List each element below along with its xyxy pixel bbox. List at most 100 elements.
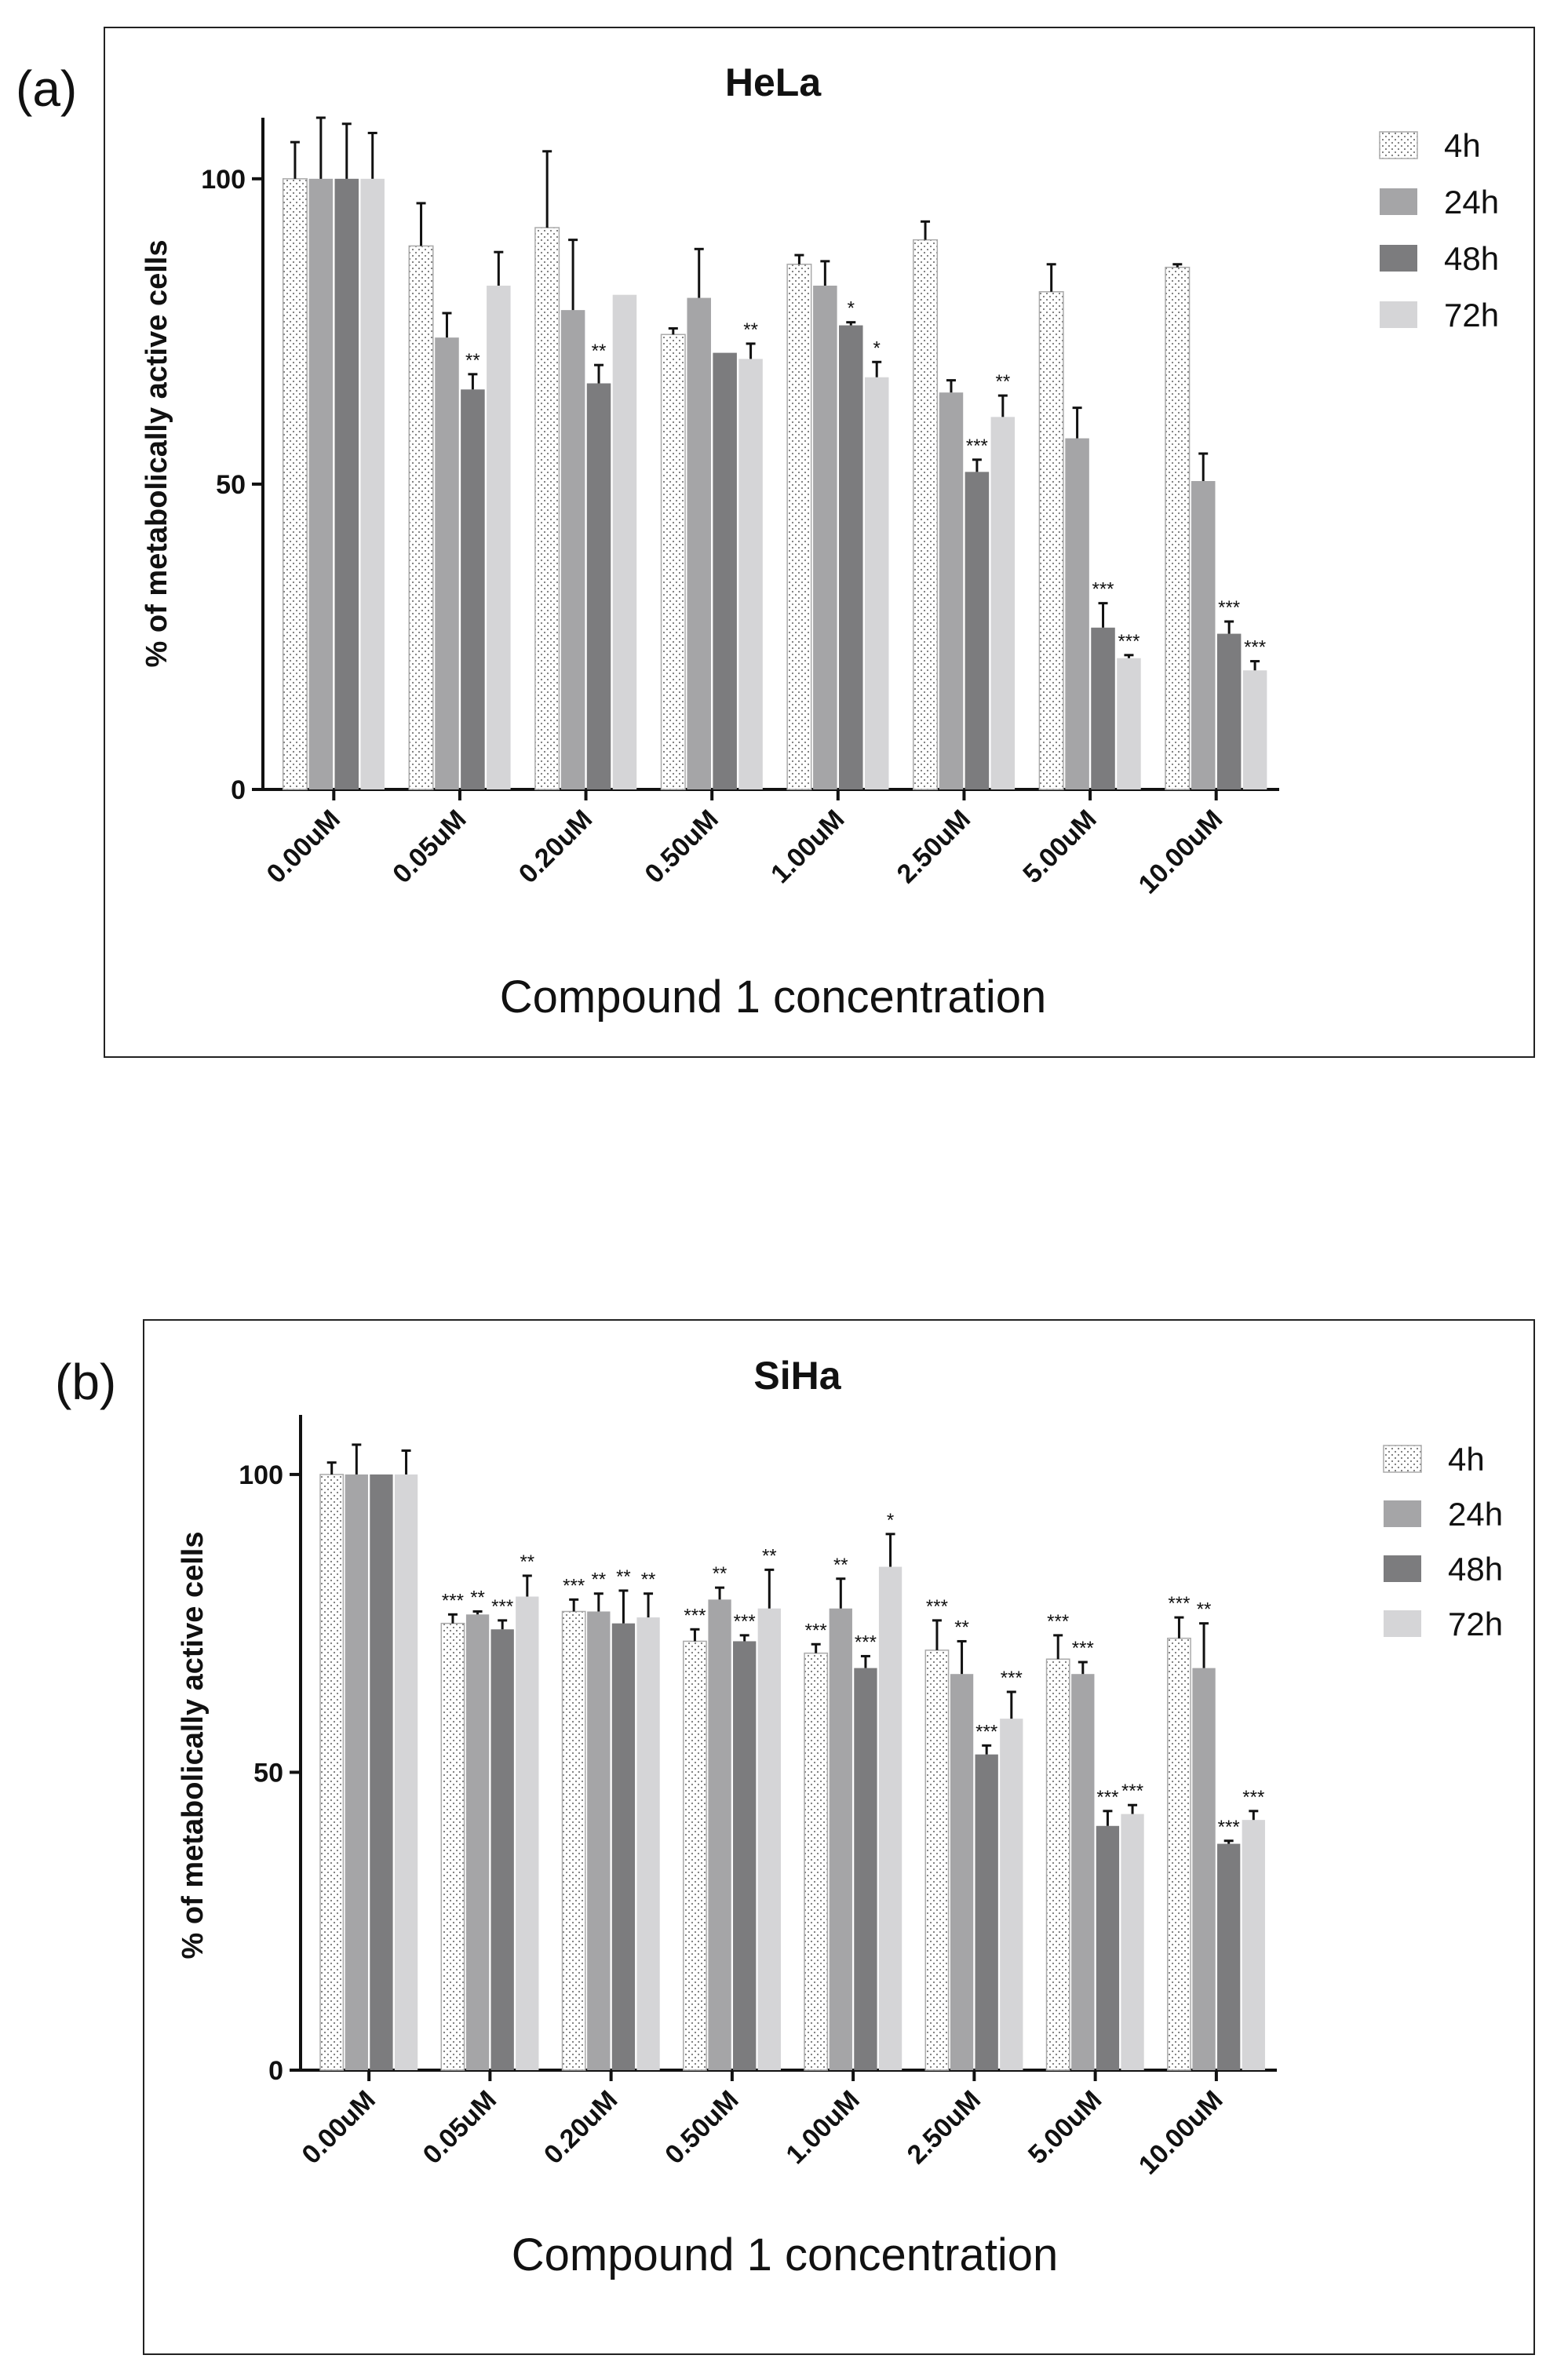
bar-48h-2.50uM bbox=[965, 472, 990, 789]
significance-marker: *** bbox=[563, 1575, 585, 1596]
legend-label-72h: 72h bbox=[1448, 1606, 1503, 1642]
legend-label-48h: 48h bbox=[1444, 240, 1499, 277]
significance-marker: * bbox=[873, 337, 881, 359]
bar-24h-10.00uM bbox=[1192, 1668, 1216, 2070]
bar-4h-0.20uM bbox=[561, 1610, 586, 2071]
significance-marker: *** bbox=[1096, 1787, 1118, 1808]
bar-24h-1.00uM bbox=[829, 1608, 852, 2070]
x-tick-label: 0.05uM bbox=[387, 804, 472, 889]
significance-marker: *** bbox=[975, 1721, 997, 1742]
bar-72h-2.50uM bbox=[990, 417, 1016, 789]
bar-48h-0.00uM bbox=[370, 1474, 393, 2070]
panel-label: (b) bbox=[55, 1354, 116, 1410]
significance-marker: * bbox=[848, 298, 855, 319]
bar-72h-0.20uM bbox=[612, 294, 637, 789]
significance-marker: ** bbox=[470, 1588, 485, 1609]
significance-marker: * bbox=[887, 1510, 894, 1531]
significance-marker: *** bbox=[926, 1596, 948, 1617]
bar-4h-1.00uM bbox=[804, 1652, 829, 2071]
bar-72h-0.05uM bbox=[487, 286, 511, 789]
bar-48h-0.00uM bbox=[334, 178, 359, 789]
significance-marker: *** bbox=[1218, 1817, 1240, 1838]
significance-marker: *** bbox=[1047, 1611, 1069, 1632]
chart-panel-hela: (a) HeLa 0 50 100 % of metabolically active c… bbox=[16, 27, 1535, 1058]
significance-marker: ** bbox=[520, 1551, 534, 1573]
bar-24h-0.20uM bbox=[560, 310, 585, 789]
bar-72h-0.00uM bbox=[394, 1474, 418, 2070]
panel-label: (a) bbox=[16, 60, 77, 117]
legend-swatch-4h bbox=[1383, 1445, 1422, 1473]
bar-72h-5.00uM bbox=[1121, 1814, 1144, 2070]
significance-marker: ** bbox=[465, 350, 480, 371]
significance-marker: *** bbox=[491, 1596, 513, 1617]
bar-4h-0.50uM bbox=[683, 1640, 707, 2071]
x-tick-label: 1.00uM bbox=[765, 804, 850, 889]
bar-48h-0.50uM bbox=[733, 1641, 757, 2070]
bar-4h-10.00uM bbox=[1167, 1637, 1191, 2071]
bar-48h-0.20uM bbox=[611, 1623, 636, 2070]
bar-24h-1.00uM bbox=[813, 286, 837, 789]
bar-24h-0.00uM bbox=[308, 178, 334, 789]
x-tick-label: 5.00uM bbox=[1017, 804, 1102, 889]
significance-marker: *** bbox=[1244, 637, 1266, 658]
legend-swatch-4h bbox=[1379, 131, 1418, 159]
bar-4h-0.50uM bbox=[660, 334, 686, 790]
bar-4h-2.50uM bbox=[913, 239, 939, 790]
significance-marker: ** bbox=[743, 319, 758, 341]
bar-4h-0.05uM bbox=[408, 245, 434, 790]
bar-24h-0.50uM bbox=[708, 1599, 731, 2070]
y-tick-label: 0 bbox=[268, 2056, 283, 2086]
bar-48h-5.00uM bbox=[1096, 1825, 1120, 2070]
bar-24h-0.05uM bbox=[435, 337, 459, 789]
bar-24h-10.00uM bbox=[1191, 481, 1216, 789]
bar-72h-1.00uM bbox=[878, 1566, 903, 2070]
bar-24h-2.50uM bbox=[950, 1674, 974, 2070]
y-tick-label: 100 bbox=[201, 165, 246, 195]
x-tick-label: 2.50uM bbox=[902, 2085, 986, 2170]
bar-48h-5.00uM bbox=[1091, 627, 1115, 789]
legend-swatch-72h bbox=[1384, 1610, 1421, 1637]
x-tick-label: 1.00uM bbox=[780, 2085, 865, 2170]
bar-48h-0.05uM bbox=[461, 389, 485, 789]
x-tick-label: 0.05uM bbox=[418, 2085, 502, 2170]
significance-marker: ** bbox=[762, 1545, 777, 1566]
y-tick-label: 0 bbox=[231, 775, 246, 805]
bar-24h-5.00uM bbox=[1071, 1674, 1095, 2070]
bar-4h-5.00uM bbox=[1045, 1658, 1070, 2071]
bar-72h-0.00uM bbox=[360, 178, 385, 789]
chart-panel-siha: (b) SiHa 0 50 100 % of metabolically active c… bbox=[55, 1319, 1535, 2355]
significance-marker: *** bbox=[1242, 1787, 1264, 1808]
bar-72h-10.00uM bbox=[1242, 670, 1267, 789]
bar-4h-0.20uM bbox=[534, 227, 560, 790]
chart-title: HeLa bbox=[725, 60, 822, 104]
bar-4h-0.05uM bbox=[440, 1622, 465, 2071]
significance-marker: *** bbox=[855, 1631, 877, 1653]
legend-label-24h: 24h bbox=[1448, 1496, 1503, 1533]
bar-4h-1.00uM bbox=[786, 264, 812, 790]
significance-marker: *** bbox=[1121, 1781, 1143, 1802]
panel-frame bbox=[104, 27, 1535, 1058]
significance-marker: ** bbox=[592, 341, 607, 362]
bar-24h-5.00uM bbox=[1065, 438, 1089, 789]
significance-marker: ** bbox=[641, 1569, 656, 1591]
chart-title: SiHa bbox=[753, 1354, 841, 1398]
significance-marker: *** bbox=[1168, 1593, 1190, 1614]
x-tick-label: 0.00uM bbox=[261, 804, 346, 889]
legend-label-72h: 72h bbox=[1444, 297, 1499, 334]
significance-marker: *** bbox=[1001, 1668, 1023, 1689]
significance-marker: *** bbox=[966, 436, 988, 457]
legend-swatch-48h bbox=[1380, 245, 1417, 272]
y-tick-label: 100 bbox=[239, 1460, 283, 1490]
bar-72h-0.05uM bbox=[516, 1596, 539, 2070]
bar-4h-2.50uM bbox=[924, 1650, 950, 2071]
x-tick-label: 0.20uM bbox=[513, 804, 598, 889]
significance-marker: *** bbox=[1072, 1638, 1094, 1659]
significance-marker: ** bbox=[833, 1555, 848, 1576]
x-tick-label: 0.20uM bbox=[538, 2085, 623, 2170]
x-tick-label: 10.00uM bbox=[1133, 2085, 1229, 2181]
legend-swatch-24h bbox=[1380, 188, 1417, 215]
bar-48h-0.05uM bbox=[490, 1629, 514, 2070]
bar-24h-0.05uM bbox=[465, 1614, 490, 2070]
significance-marker: ** bbox=[591, 1569, 606, 1591]
